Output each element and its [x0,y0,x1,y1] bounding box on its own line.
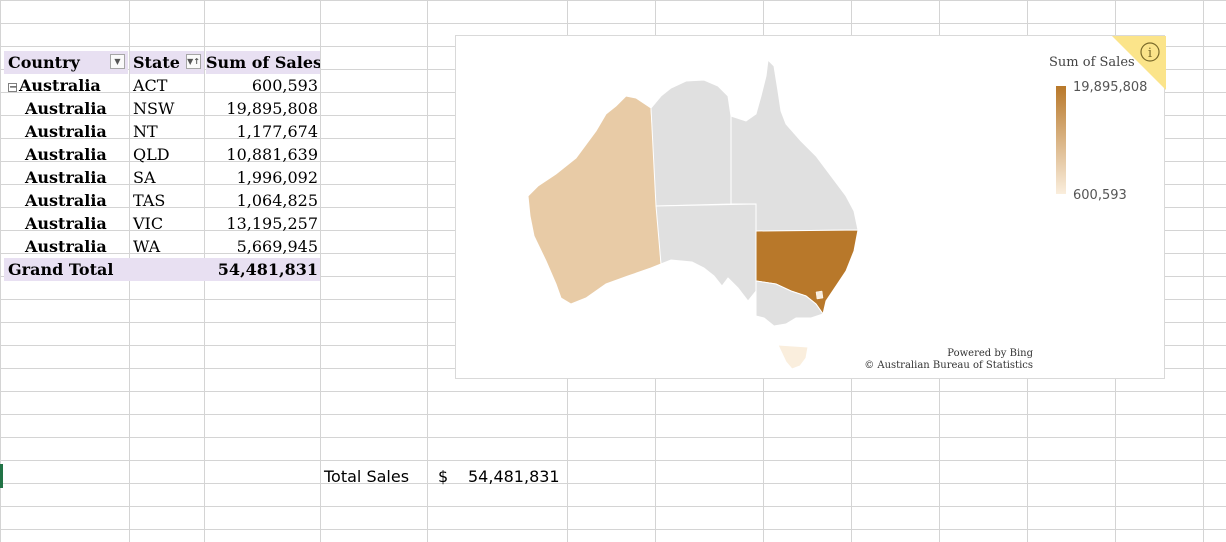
collapse-icon[interactable]: − [8,82,18,93]
header-label: Country [8,53,80,72]
legend-title: Sum of Sales [1049,55,1135,70]
pivot-header-row: Country ▼ State ▼↑ Sum of Sales [4,51,320,74]
active-cell-indicator [0,464,3,488]
region-nt [650,79,732,207]
region-sa [655,203,757,302]
country-cell[interactable]: − Australia [4,74,128,97]
header-label: State [133,53,180,72]
svg-text:i: i [1148,46,1152,61]
country-cell[interactable]: Australia [25,214,107,233]
legend-min-label: 600,593 [1073,188,1127,203]
grand-total-value[interactable]: 54,481,831 [206,258,320,281]
sales-cell[interactable]: 1,177,674 [236,122,318,141]
table-row[interactable]: Australia NSW 19,895,808 [4,97,320,120]
total-sales-value[interactable]: 54,481,831 [468,467,560,486]
sales-cell[interactable]: 1,996,092 [236,168,318,187]
country-cell[interactable]: Australia [25,168,107,187]
state-cell[interactable]: ACT [133,76,168,95]
sales-cell[interactable]: 19,895,808 [226,99,318,118]
region-tas [777,344,809,370]
australia-map [527,58,859,370]
table-row[interactable]: − Australia ACT 600,593 [4,74,320,97]
pivot-header-country[interactable]: Country ▼ [4,51,128,74]
sales-cell[interactable]: 10,881,639 [226,145,318,164]
country-cell[interactable]: Australia [25,122,107,141]
state-cell[interactable]: SA [133,168,156,187]
region-wa [527,95,662,305]
grand-total-spacer [128,258,206,281]
sales-cell[interactable]: 5,669,945 [236,237,318,256]
grand-total-label[interactable]: Grand Total [4,258,130,281]
filter-dropdown-icon[interactable]: ▼ [110,54,125,69]
country-cell[interactable]: Australia [25,191,107,210]
table-row[interactable]: Australia WA 5,669,945 [4,235,320,258]
state-cell[interactable]: NT [133,122,158,141]
state-cell[interactable]: TAS [133,191,166,210]
country-cell[interactable]: Australia [25,237,107,256]
country-label: Australia [19,76,101,95]
info-icon[interactable]: i [1112,36,1166,90]
column-divider [320,0,321,542]
legend-color-scale [1056,86,1066,194]
sales-cell[interactable]: 600,593 [251,76,318,95]
column-divider [1203,0,1204,542]
total-sales-currency: $ [438,467,449,486]
sales-cell[interactable]: 1,064,825 [236,191,318,210]
pivot-header-state[interactable]: State ▼↑ [130,51,204,74]
pivot-header-sum[interactable]: Sum of Sales [206,51,320,74]
attribution-bing: Powered by Bing [947,348,1033,359]
table-row[interactable]: Australia SA 1,996,092 [4,166,320,189]
grand-total-row[interactable]: Grand Total 54,481,831 [4,258,320,281]
country-cell[interactable]: Australia [25,145,107,164]
sales-cell[interactable]: 13,195,257 [226,214,318,233]
total-sales-label[interactable]: Total Sales [324,467,410,486]
state-cell[interactable]: VIC [133,214,164,233]
region-act [815,290,824,300]
table-row[interactable]: Australia VIC 13,195,257 [4,212,320,235]
legend-max-label: 19,895,808 [1073,80,1148,95]
state-cell[interactable]: QLD [133,145,170,164]
state-cell[interactable]: NSW [133,99,175,118]
region-vic [755,280,824,327]
column-divider [427,0,428,542]
table-row[interactable]: Australia TAS 1,064,825 [4,189,320,212]
table-row[interactable]: Australia QLD 10,881,639 [4,143,320,166]
map-chart[interactable]: Sum of Sales 19,895,808 600,593 i Powere… [455,35,1166,379]
attribution-abs: © Australian Bureau of Statistics [864,360,1033,371]
sort-filter-icon[interactable]: ▼↑ [186,54,201,69]
country-cell[interactable]: Australia [25,99,107,118]
table-row[interactable]: Australia NT 1,177,674 [4,120,320,143]
state-cell[interactable]: WA [133,237,161,256]
